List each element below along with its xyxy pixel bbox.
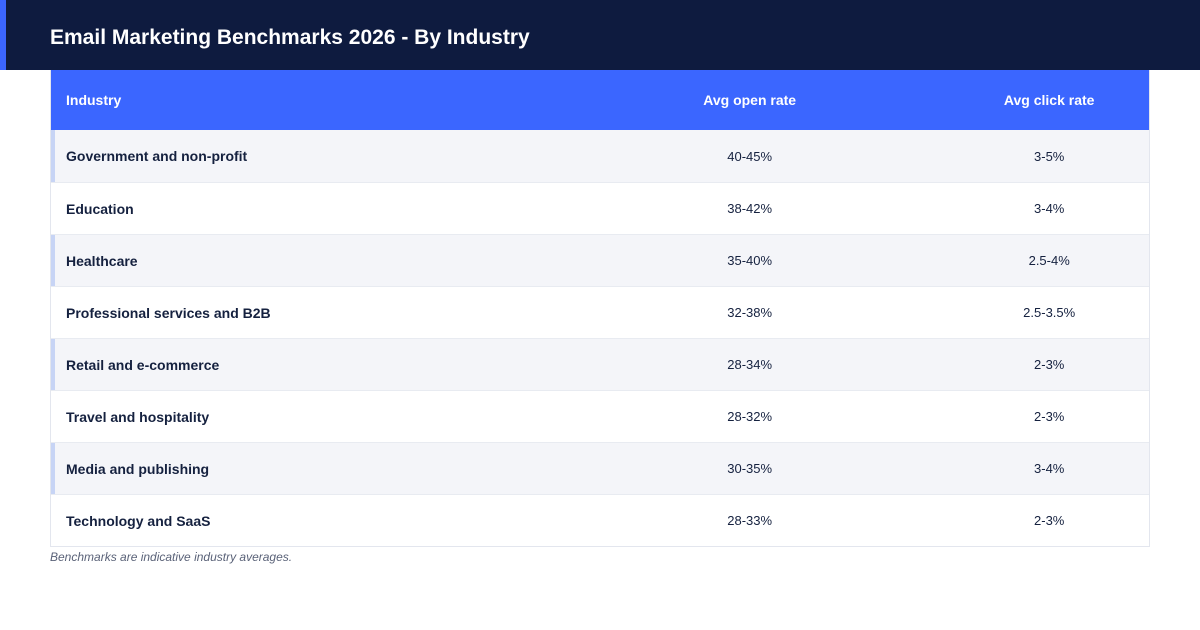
industry-cell: Government and non-profit bbox=[66, 148, 248, 164]
industry-cell: Media and publishing bbox=[66, 460, 210, 477]
click-rate-cell: 3-4% bbox=[1034, 201, 1065, 216]
page-title: Email Marketing Benchmarks 2026 - By Ind… bbox=[50, 26, 530, 49]
open-rate-cell: 28-32% bbox=[727, 409, 773, 424]
open-rate-cell: 30-35% bbox=[727, 461, 773, 476]
click-rate-cell: 2.5-4% bbox=[1028, 253, 1070, 268]
table-row: Technology and SaaS 28-33% 2-3% bbox=[51, 494, 1149, 546]
open-rate-cell: 38-42% bbox=[727, 201, 773, 216]
open-rate-cell: 28-33% bbox=[727, 513, 773, 528]
column-header-click-rate: Avg click rate bbox=[1003, 92, 1095, 108]
table-header-row: Industry Avg open rate Avg click rate bbox=[51, 70, 1149, 130]
table-row: Healthcare 35-40% 2.5-4% bbox=[51, 234, 1149, 286]
table-row: Retail and e-commerce 28-34% 2-3% bbox=[51, 338, 1149, 390]
industry-cell: Technology and SaaS bbox=[66, 512, 211, 529]
open-rate-cell: 32-38% bbox=[727, 305, 773, 320]
table-row: Travel and hospitality 28-32% 2-3% bbox=[51, 390, 1149, 442]
table-row: Media and publishing 30-35% 3-4% bbox=[51, 442, 1149, 494]
click-rate-cell: 3-4% bbox=[1034, 461, 1065, 476]
industry-cell: Travel and hospitality bbox=[66, 408, 210, 425]
benchmark-table: Industry Avg open rate Avg click rate Go… bbox=[50, 70, 1150, 547]
open-rate-cell: 35-40% bbox=[727, 253, 773, 268]
column-header-open-rate: Avg open rate bbox=[703, 92, 797, 108]
click-rate-cell: 2-3% bbox=[1034, 357, 1065, 372]
table-row: Education 38-42% 3-4% bbox=[51, 182, 1149, 234]
table-row: Government and non-profit 40-45% 3-5% bbox=[51, 130, 1149, 182]
header-accent bbox=[0, 0, 6, 70]
industry-cell: Education bbox=[66, 200, 134, 217]
table-row: Professional services and B2B 32-38% 2.5… bbox=[51, 286, 1149, 338]
open-rate-cell: 40-45% bbox=[727, 148, 773, 164]
click-rate-cell: 2-3% bbox=[1034, 513, 1065, 528]
click-rate-cell: 3-5% bbox=[1034, 148, 1065, 164]
industry-cell: Retail and e-commerce bbox=[66, 356, 220, 373]
open-rate-cell: 28-34% bbox=[727, 357, 773, 372]
column-header-industry: Industry bbox=[66, 92, 122, 108]
industry-cell: Professional services and B2B bbox=[66, 304, 271, 321]
click-rate-cell: 2.5-3.5% bbox=[1023, 305, 1076, 320]
footnote: Benchmarks are indicative industry avera… bbox=[50, 550, 293, 564]
click-rate-cell: 2-3% bbox=[1034, 409, 1065, 424]
industry-cell: Healthcare bbox=[66, 252, 138, 269]
header-bar bbox=[0, 0, 1200, 70]
